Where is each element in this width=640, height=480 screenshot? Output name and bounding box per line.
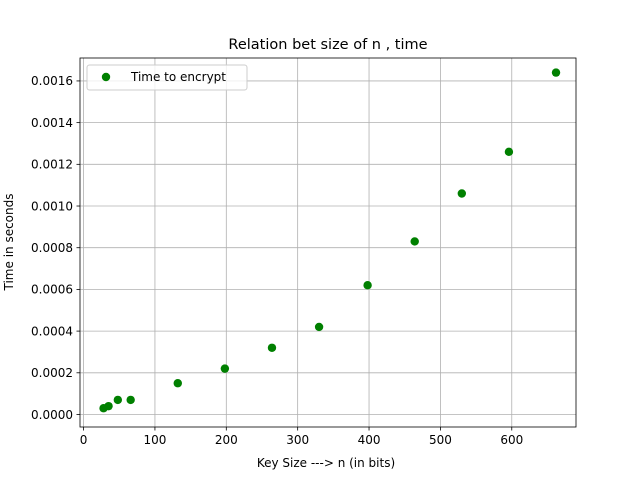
x-tick-label: 300 (286, 433, 309, 447)
y-tick-label: 0.0012 (31, 158, 73, 172)
data-point (504, 147, 514, 157)
data-points (99, 68, 561, 413)
x-tick-label: 0 (80, 433, 88, 447)
grid (80, 58, 576, 427)
data-point (173, 379, 182, 388)
legend-marker (101, 72, 111, 82)
data-point (551, 68, 561, 77)
data-point (457, 189, 467, 198)
x-tick-label: 400 (358, 433, 381, 447)
y-tick-label: 0.0004 (31, 324, 73, 338)
data-point (410, 237, 419, 246)
y-axis-label: Time in seconds (2, 194, 16, 292)
data-point (220, 364, 230, 373)
x-tick-label: 200 (215, 433, 238, 447)
data-point (267, 343, 277, 352)
x-tick-label: 500 (429, 433, 452, 447)
legend-label: Time to encrypt (130, 70, 226, 84)
data-point (104, 401, 113, 411)
plot-frame (79, 57, 577, 428)
data-point (363, 281, 372, 290)
y-tick-label: 0.0008 (31, 241, 73, 255)
legend-box (86, 64, 248, 91)
y-tick-label: 0.0016 (31, 74, 73, 88)
data-point (113, 395, 123, 405)
y-tick-label: 0.0006 (31, 283, 73, 297)
data-point (314, 322, 324, 332)
legend: Time to encrypt (86, 64, 248, 91)
y-tick-label: 0.0014 (31, 116, 73, 130)
y-tick-label: 0.0000 (31, 408, 73, 422)
y-tick-label: 0.0010 (31, 199, 73, 213)
y-tick-label: 0.0002 (31, 366, 73, 380)
x-axis-label: Key Size ---> n (in bits) (257, 456, 395, 470)
chart-title: Relation bet size of n , time (228, 37, 427, 53)
data-point (126, 395, 135, 405)
y-axis-ticks: 0.0000 0.0002 0.0004 0.0006 0.0008 0.0010 0.00… (31, 74, 80, 422)
x-axis-ticks: 0 100 200 300 400 500 600 (80, 427, 523, 447)
x-tick-label: 600 (500, 433, 523, 447)
x-tick-label: 100 (143, 433, 166, 447)
